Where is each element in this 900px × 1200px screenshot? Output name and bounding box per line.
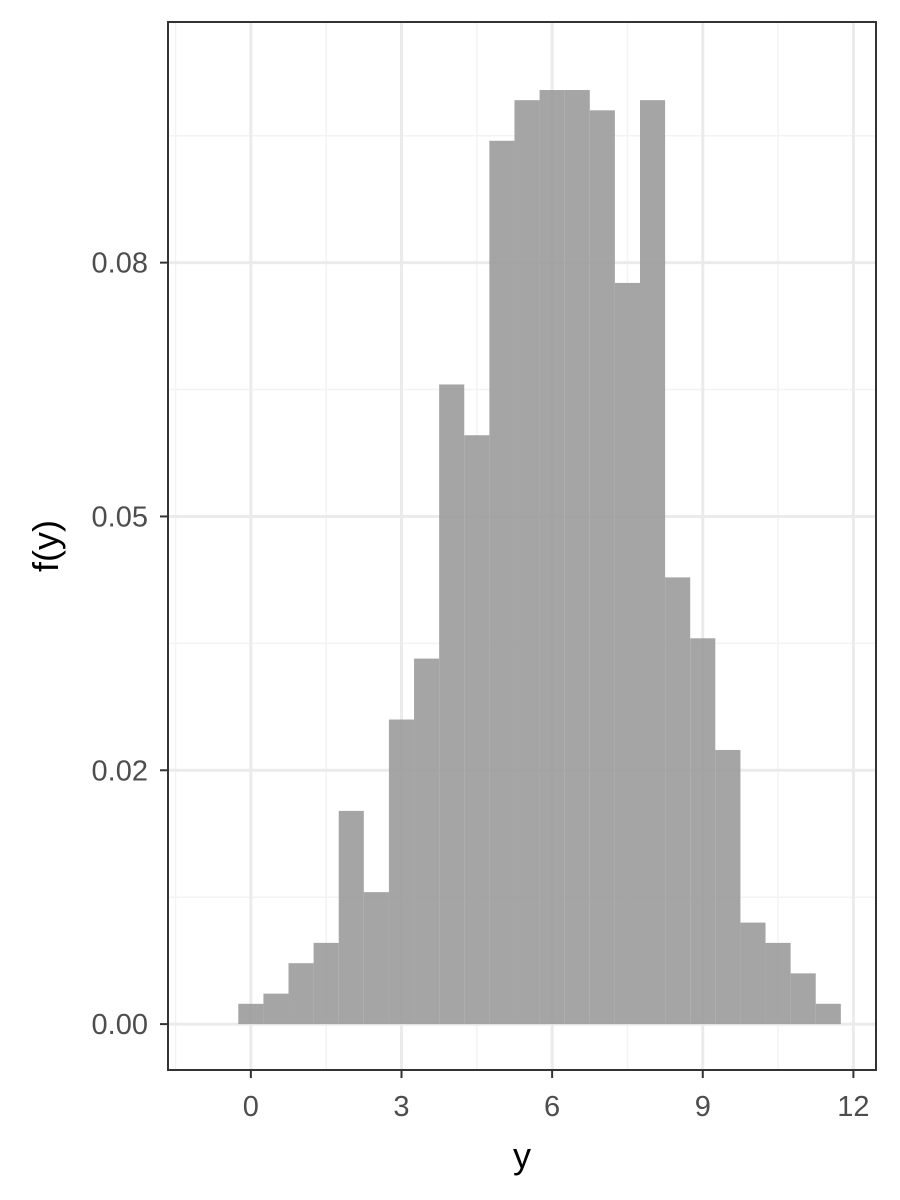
- histogram-bar: [690, 638, 716, 1025]
- histogram-bar: [464, 435, 490, 1025]
- histogram-bar: [489, 140, 515, 1025]
- x-tick-label: 0: [243, 1091, 259, 1123]
- histogram-bar: [514, 100, 540, 1025]
- histogram-bar: [439, 384, 465, 1025]
- histogram-bar: [388, 719, 415, 1025]
- x-tick-label: 9: [695, 1091, 711, 1123]
- histogram-bar: [589, 110, 615, 1025]
- histogram-bar: [665, 577, 691, 1025]
- y-axis: 0.00 0.02 0.05 0.08: [92, 248, 168, 1041]
- histogram-bar: [564, 90, 590, 1025]
- y-tick-label: 0.00: [92, 1009, 148, 1041]
- histogram-bars: [238, 90, 841, 1025]
- histogram-bar: [715, 749, 741, 1025]
- y-tick-label: 0.02: [92, 755, 148, 787]
- histogram-bar: [790, 973, 816, 1025]
- histogram-bar: [414, 658, 440, 1025]
- y-tick-label: 0.05: [92, 501, 148, 533]
- histogram-bar: [614, 282, 640, 1025]
- histogram-bar: [288, 963, 314, 1025]
- histogram-bar: [815, 1003, 841, 1025]
- x-axis: 0 3 6 9 12: [243, 1070, 870, 1123]
- histogram-bar: [238, 1003, 264, 1025]
- y-tick-label: 0.08: [92, 248, 148, 280]
- x-tick-label: 12: [837, 1091, 869, 1123]
- panel-border: [167, 21, 877, 1071]
- histogram-bar: [338, 810, 364, 1025]
- y-axis-title: f(y): [25, 520, 66, 572]
- x-tick-label: 6: [544, 1091, 560, 1123]
- histogram-bar: [740, 922, 766, 1025]
- histogram-bar: [263, 993, 289, 1025]
- histogram-bar: [765, 942, 791, 1025]
- histogram-bar: [363, 892, 389, 1025]
- histogram-bar: [539, 90, 565, 1025]
- x-tick-label: 3: [393, 1091, 409, 1123]
- x-axis-title: y: [513, 1135, 531, 1176]
- histogram-bar: [640, 100, 666, 1025]
- histogram-bar: [313, 942, 339, 1025]
